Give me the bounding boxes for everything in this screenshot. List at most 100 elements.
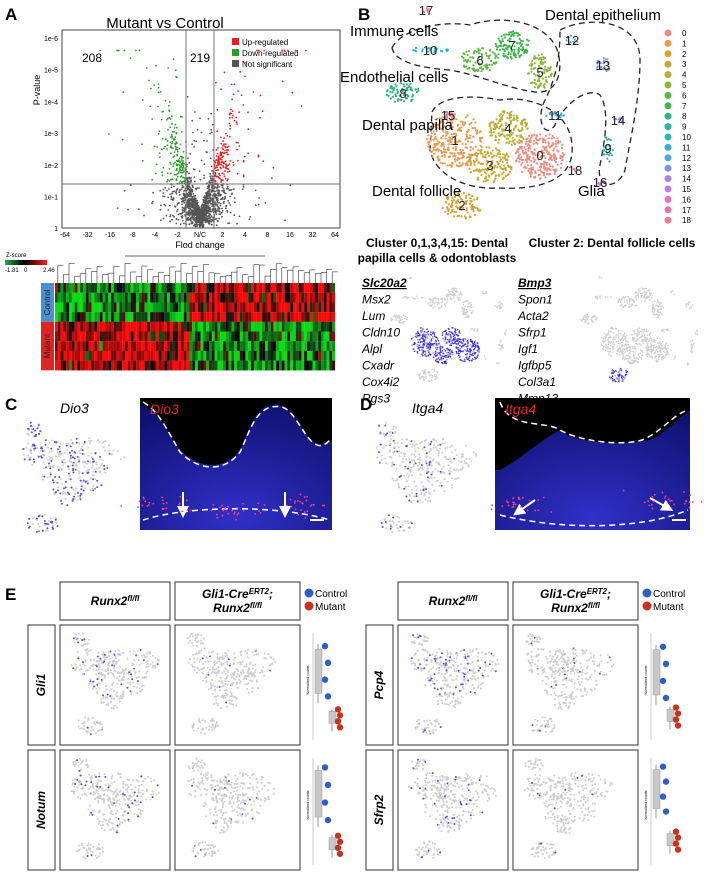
cell-dot [525,161,529,164]
heatmap-cell [225,331,229,342]
heatmap-cell [108,360,112,371]
cell-dot [199,223,202,225]
heatmap-cell [262,292,266,303]
heatmap-cell [197,360,201,371]
cell-dot [181,215,184,217]
cell-dot [520,156,523,159]
cell-dot [203,177,206,179]
cell-dot [460,350,463,353]
cell-dot [123,49,126,52]
legend-swatch [232,38,239,45]
legend-label: 0 [682,29,687,38]
cell-dot [489,152,492,155]
cell-dot [435,346,437,349]
heatmap-cell [195,331,198,342]
heatmap-cell [304,341,308,351]
heatmap-cell [326,302,330,313]
cell-dot [232,161,235,164]
heatmap-cell [332,341,336,351]
cell-dot [553,153,556,156]
cell-dot [499,341,502,343]
cell-dot [457,157,460,160]
cell-dot [454,137,457,140]
cell-dot [452,287,455,290]
scale-tick-label: -1.81 [5,268,19,274]
cell-dot [236,159,239,162]
cell-dot [421,353,423,356]
y-tick-label: 1e-4 [44,99,58,106]
cell-dot [528,171,532,174]
heatmap-cell [169,283,173,293]
heatmap-cell [192,321,196,332]
cell-dot [540,57,543,61]
cell-dot [431,374,434,377]
cell-dot [530,67,533,70]
cell-dot [494,147,497,150]
cell-dot [452,146,455,150]
cell-dot [543,163,546,166]
cell-dot [188,172,190,175]
cell-dot [236,222,238,225]
heatmap-cell [312,321,316,332]
epithelium-outline [540,21,641,186]
cell-dot [481,68,484,71]
cell-dot [190,216,193,219]
cell-dot [453,113,457,116]
cell-dot [216,219,219,222]
cell-dot [242,186,245,188]
cell-dot [486,179,489,182]
cell-dot [201,208,204,210]
cell-dot [216,210,218,213]
cell-dot [533,57,536,61]
heatmap-cell [71,360,75,371]
cell-dot [443,155,446,158]
cell-dot [410,88,413,91]
cell-dot [166,118,168,121]
cell-dot [499,339,502,342]
cell-dot [461,343,464,345]
heatmap-cell [105,331,109,342]
cell-dot [497,127,501,130]
cell-dot [466,211,469,214]
cell-dot [441,332,444,334]
cell-dot [188,177,191,180]
heatmap-cell [183,360,187,371]
heatmap-cell [287,331,291,342]
cell-dot [466,340,469,342]
cell-dot [474,49,477,52]
cell-dot [464,58,467,62]
heatmap-cell [242,321,246,332]
heatmap-cell [295,341,299,351]
heatmap-cell [245,360,249,371]
cell-dot [459,120,462,123]
cell-dot [206,151,208,154]
cell-dot [522,48,525,51]
heatmap-cell [237,360,240,371]
y-tick-label: 1e-3 [44,131,58,138]
cell-dot [453,152,456,155]
cell-dot [466,358,469,360]
cell-dot [453,334,456,337]
heatmap-cell [270,302,274,313]
heatmap-cell [136,321,140,332]
cell-dot [468,167,471,170]
cell-dot [444,130,447,134]
heatmap-cell [105,321,109,332]
cell-dot [149,105,152,108]
cell-dot [544,68,547,71]
cell-dot [442,346,444,348]
heatmap-cell [105,302,109,313]
heatmap-cell [321,312,324,322]
heatmap-cell [329,360,333,371]
cell-dot [508,113,511,116]
cell-dot [437,298,440,300]
heatmap-cell [155,360,159,371]
subpanel-title: papilla cells & odontoblasts [358,251,517,265]
heatmap-cell [141,321,145,332]
heatmap-cell [253,292,257,303]
cell-dot [456,328,459,331]
cell-dot [479,162,483,165]
cell-dot [458,340,461,343]
cell-dot [464,163,467,166]
cell-dot [228,122,231,125]
